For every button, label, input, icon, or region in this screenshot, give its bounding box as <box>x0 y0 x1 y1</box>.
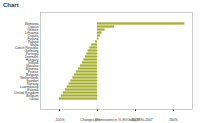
svg-text:United Kingdom: United Kingdom <box>14 91 39 96</box>
svg-text:Latvia: Latvia <box>29 97 38 101</box>
svg-text:Norway: Norway <box>27 82 39 87</box>
svg-text:Poland: Poland <box>27 40 39 45</box>
html-text:Chart: Chart <box>3 2 19 8</box>
svg-text:-100%: -100% <box>55 118 65 122</box>
svg-text:Finland: Finland <box>27 37 39 42</box>
svg-text:Portugal: Portugal <box>25 52 39 57</box>
svg-text:Denmark: Denmark <box>24 55 39 60</box>
svg-text:Hungary: Hungary <box>25 58 39 63</box>
svg-text:Netherlands: Netherlands <box>20 76 39 81</box>
svg-text:Slovenia: Slovenia <box>25 67 39 72</box>
svg-text:Bulgaria: Bulgaria <box>26 73 39 78</box>
svg-text:Greece: Greece <box>27 28 39 33</box>
svg-text:Romania: Romania <box>24 22 39 27</box>
svg-text:Lithuania: Lithuania <box>24 31 39 36</box>
svg-text:Croatia: Croatia <box>27 34 39 39</box>
svg-text:Estonia: Estonia <box>27 88 39 93</box>
svg-text:200%: 200% <box>169 118 178 122</box>
svg-text:Germany: Germany <box>24 49 39 54</box>
svg-text:Czech Republic: Czech Republic <box>14 46 39 51</box>
svg-text:Slovakia: Slovakia <box>25 64 39 69</box>
svg-text:France: France <box>27 70 39 75</box>
svg-text:Malta: Malta <box>30 43 39 48</box>
svg-text:Cyprus: Cyprus <box>27 25 39 30</box>
svg-text:Luxembourg: Luxembourg <box>19 85 39 90</box>
svg-text:Changes of emissions in % (Kt/: Changes of emissions in % (Kt/Gwh) 1990-… <box>80 118 152 122</box>
svg-text:Sweden: Sweden <box>26 79 39 84</box>
svg-text:Ireland: Ireland <box>28 61 39 66</box>
svg-text:Belgium: Belgium <box>26 94 39 99</box>
